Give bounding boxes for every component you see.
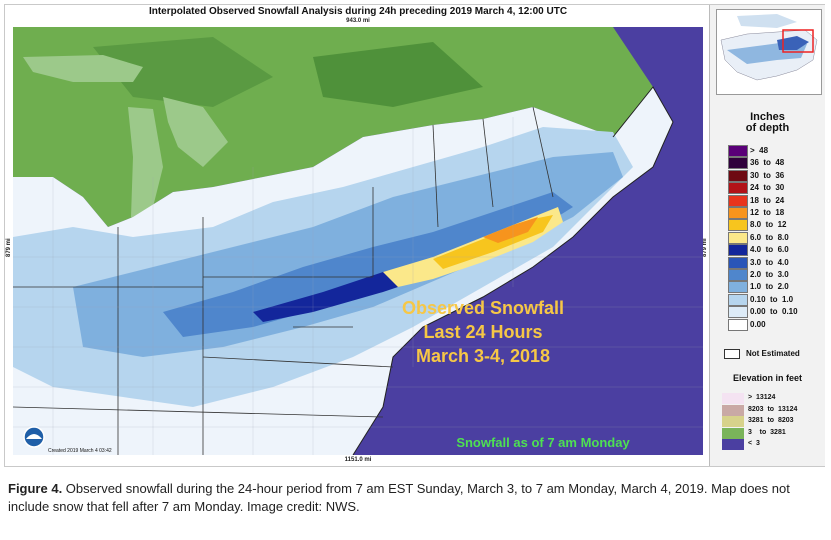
figure: Interpolated Observed Snowfall Analysis … [4, 4, 825, 467]
legend-swatch [728, 269, 748, 281]
legend-range-label: 36 to 48 [750, 158, 785, 168]
legend-swatch [728, 194, 748, 207]
created-stamp: Created 2019 March 4 03:42 [48, 448, 112, 454]
elevation-swatch [722, 427, 744, 439]
legend-title-line2: of depth [745, 122, 790, 134]
legend-range-label: 1.0 to 2.0 [750, 282, 789, 292]
legend-swatch [728, 219, 748, 232]
legend-range-label: 3.0 to 4.0 [750, 257, 789, 267]
legend-range-label: > 48 [750, 146, 769, 155]
county-lines [13, 117, 703, 455]
caption-label: Figure 4. [8, 481, 63, 496]
legend-swatch [728, 231, 748, 244]
legend-panel: Inches of depth > 48 36 to 48 30 to 36 24 t… [709, 5, 825, 466]
top-scale-label: 943.0 mi [346, 18, 370, 24]
legend-range-label: 4.0 to 6.0 [750, 245, 789, 255]
legend-range-label: 24 to 30 [750, 183, 785, 193]
elevation-swatch [722, 404, 744, 416]
elevation-label: < 3 [748, 440, 760, 447]
inset-extent-box [782, 29, 814, 53]
figure-caption: Figure 4. Observed snowfall during the 2… [8, 480, 823, 516]
lake-huron [163, 97, 228, 167]
elevation-label: 8203 to 13124 [748, 405, 798, 413]
legend-range-label: 0.00 to 0.10 [750, 307, 798, 317]
left-scale-label: 879 mi [6, 238, 12, 257]
legend-range-label: 8.0 to 12 [750, 220, 787, 230]
legend-swatch [728, 182, 748, 195]
caption-text: Observed snowfall during the 24-hour per… [8, 481, 790, 514]
legend-swatch [728, 256, 748, 269]
bottom-scale-label: 1151.0 mi [344, 457, 372, 463]
overlay-line3: March 3-4, 2018 [416, 346, 550, 366]
noaa-logo-icon [23, 426, 45, 448]
map-title: Interpolated Observed Snowfall Analysis … [148, 6, 568, 17]
legend-swatch [728, 293, 748, 306]
legend-swatch [728, 207, 748, 219]
locator-inset-map [716, 9, 822, 95]
snow-heavy-band [163, 192, 573, 337]
not-estimated-swatch [724, 349, 740, 359]
legend-title-line1: Inches [750, 111, 785, 123]
not-estimated-label: Not Estimated [746, 349, 800, 358]
legend-swatch [728, 169, 748, 182]
elevation-label: 3281 to 8203 [748, 417, 794, 424]
legend-range-label: 12 to 18 [750, 208, 785, 217]
legend-swatch [728, 244, 748, 257]
snow-peak-band [483, 217, 538, 243]
elevation-swatch [722, 439, 744, 450]
elevation-label: > 13124 [748, 394, 776, 401]
legend-swatch [728, 145, 748, 157]
elevation-title: Elevation in feet [732, 373, 803, 383]
state-borders [13, 106, 554, 455]
overlay-line1: Observed Snowfall [402, 298, 564, 318]
overlay-line2: Last 24 Hours [423, 322, 542, 342]
lake-michigan [128, 107, 163, 227]
snowfall-map: Sault Sainte Marie Observed Snowfall Las… [13, 27, 703, 455]
elevation-swatch [722, 416, 744, 427]
legend-range-label: 18 to 24 [750, 195, 785, 205]
elevation-label: 3 to 3281 [748, 428, 786, 436]
legend-swatch [728, 306, 748, 319]
legend-swatch [728, 281, 748, 294]
legend-range-label: 0.10 to 1.0 [750, 294, 794, 304]
legend-range-label: 0.00 [750, 319, 766, 329]
legend-range-label: 30 to 36 [750, 170, 785, 180]
legend-swatch [728, 318, 748, 331]
lake-superior [23, 55, 143, 82]
overlay-footer: Snowfall as of 7 am Monday [456, 435, 630, 450]
elevation-swatch [722, 393, 744, 404]
legend-range-label: 2.0 to 3.0 [750, 270, 789, 279]
legend-range-label: 6.0 to 8.0 [750, 232, 789, 242]
legend-swatch [728, 157, 748, 170]
